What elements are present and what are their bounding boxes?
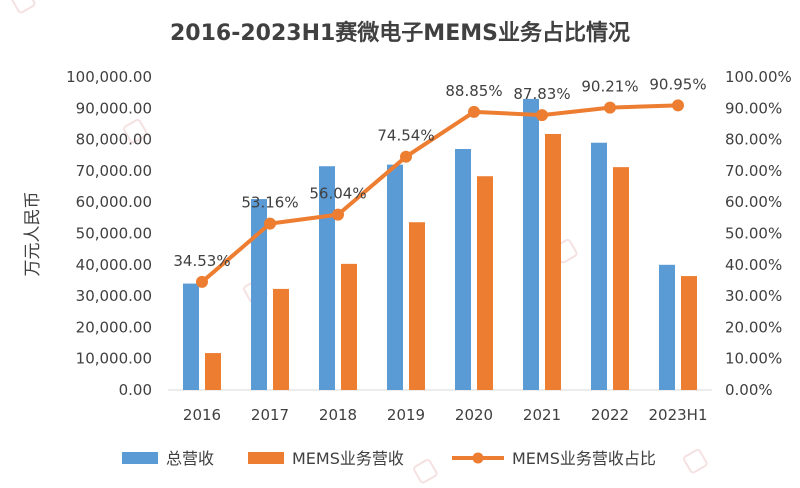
ratio-point: [604, 101, 616, 114]
x-tick-label: 2023H1: [649, 406, 708, 424]
bars-layer: [183, 98, 697, 390]
bar-total-revenue: [387, 164, 403, 390]
bar-mems-revenue: [341, 263, 357, 390]
ratio-data-label: 34.53%: [173, 252, 230, 270]
ratio-data-label: 74.54%: [377, 127, 434, 145]
right-tick-label: 10.00%: [725, 350, 782, 368]
ratio-point: [672, 99, 684, 112]
chart-title: 2016-2023H1赛微电子MEMS业务占比情况: [170, 20, 630, 46]
ratio-point: [400, 150, 412, 163]
x-tick-label: 2021: [523, 406, 561, 424]
left-tick-label: 60,000.00: [76, 193, 152, 211]
watermark-1: [123, 118, 148, 144]
ratio-labels-layer: 34.53% 53.16% 56.04% 74.54% 88.85% 87.83% 90.2…: [173, 75, 706, 270]
ratio-point: [468, 105, 480, 118]
ratio-point: [196, 275, 208, 288]
ratio-data-label: 90.21%: [581, 78, 638, 96]
ratio-point: [536, 109, 548, 122]
bar-mems-revenue: [273, 288, 289, 390]
left-tick-label: 100,000.00: [66, 68, 152, 86]
bar-mems-revenue: [613, 167, 629, 390]
bar-mems-revenue: [409, 222, 425, 390]
ratio-point: [264, 217, 276, 230]
ratio-line: [200, 103, 679, 284]
x-axis-ticks: 2016 2017 2018 2019 2020 2021 2022 2023H1: [183, 406, 708, 424]
bar-total-revenue: [455, 148, 471, 390]
legend-label-mems-share: MEMS业务营收占比: [512, 449, 656, 468]
ratio-data-label: 90.95%: [649, 75, 706, 93]
left-axis-ticks: 0.00 10,000.00 20,000.00 30,000.00 40,000.00…: [66, 68, 152, 399]
right-tick-label: 70.00%: [725, 162, 782, 180]
watermark-logo-icon: [123, 118, 148, 144]
right-tick-label: 30.00%: [725, 287, 782, 305]
legend: 总营收 MEMS业务营收 MEMS业务营收占比: [122, 449, 656, 468]
watermark-4: [683, 448, 708, 474]
left-tick-label: 70,000.00: [76, 162, 152, 180]
left-tick-label: 20,000.00: [76, 318, 152, 336]
right-tick-label: 0.00%: [725, 381, 773, 399]
ratio-data-label: 53.16%: [241, 194, 298, 212]
legend-label-mems-revenue: MEMS业务营收: [292, 449, 404, 468]
y-axis-title: 万元人民币: [23, 192, 43, 277]
ratio-data-label: 88.85%: [445, 82, 502, 100]
bar-total-revenue: [319, 166, 335, 390]
watermark-logo-icon: [11, 0, 36, 14]
x-tick-label: 2017: [251, 406, 289, 424]
right-tick-label: 50.00%: [725, 225, 782, 243]
left-tick-label: 0.00: [119, 381, 152, 399]
x-tick-label: 2018: [319, 406, 357, 424]
watermark-5: [413, 458, 438, 484]
right-tick-label: 80.00%: [725, 131, 782, 149]
x-tick-label: 2020: [455, 406, 493, 424]
bar-total-revenue: [591, 142, 607, 390]
left-tick-label: 90,000.00: [76, 99, 152, 117]
bar-mems-revenue: [477, 176, 493, 390]
bar-total-revenue: [523, 98, 539, 390]
right-tick-label: 100.00%: [725, 68, 792, 86]
watermark-logo-icon: [683, 448, 708, 474]
right-tick-label: 60.00%: [725, 193, 782, 211]
bar-mems-revenue: [681, 276, 697, 390]
bar-total-revenue: [251, 199, 267, 390]
legend-swatch-mems-revenue: [248, 452, 284, 464]
watermark-logo-icon: [413, 458, 438, 484]
right-tick-label: 20.00%: [725, 318, 782, 336]
legend-swatch-mems-share-marker: [472, 452, 484, 464]
ratio-data-label: 56.04%: [309, 185, 366, 203]
legend-label-total-revenue: 总营收: [166, 449, 214, 468]
legend-swatch-total-revenue: [122, 452, 158, 464]
bar-mems-revenue: [205, 353, 221, 390]
left-tick-label: 30,000.00: [76, 287, 152, 305]
bar-total-revenue: [183, 283, 199, 390]
left-tick-label: 50,000.00: [76, 225, 152, 243]
bar-total-revenue: [659, 264, 675, 390]
left-tick-label: 80,000.00: [76, 131, 152, 149]
ratio-data-label: 87.83%: [513, 85, 570, 103]
right-axis-ticks: 0.00% 10.00% 20.00% 30.00% 40.00% 50.00% 60.00…: [725, 68, 792, 399]
x-tick-label: 2016: [183, 406, 221, 424]
watermark-0: [11, 0, 36, 14]
right-tick-label: 90.00%: [725, 99, 782, 117]
ratio-point: [332, 208, 344, 221]
right-tick-label: 40.00%: [725, 256, 782, 274]
x-tick-label: 2019: [387, 406, 425, 424]
left-tick-label: 40,000.00: [76, 256, 152, 274]
x-tick-label: 2022: [591, 406, 629, 424]
ratio-line-layer: [196, 99, 684, 288]
bar-mems-revenue: [545, 133, 561, 390]
left-tick-label: 10,000.00: [76, 350, 152, 368]
